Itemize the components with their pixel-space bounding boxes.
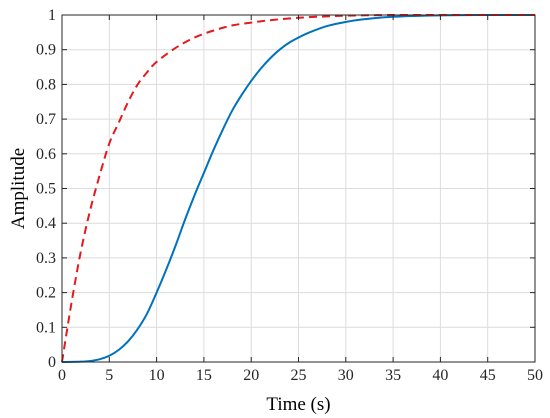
- series-layer: [61, 14, 535, 363]
- x-tick-label: 40: [432, 367, 448, 384]
- x-tick-label: 10: [149, 367, 165, 384]
- series-line-solid: [61, 14, 535, 363]
- y-axis-title: Amplitude: [8, 148, 29, 229]
- y-tick-label: 0.4: [36, 215, 56, 232]
- y-tick-label: 0.7: [36, 111, 56, 128]
- series-line-dashed: [61, 14, 535, 363]
- y-tick-label: 0.6: [36, 146, 56, 163]
- y-tick-label: 0.5: [36, 181, 56, 198]
- y-tick-label: 0.2: [36, 285, 56, 302]
- x-axis-title: Time (s): [266, 394, 330, 415]
- x-tick-label: 0: [58, 367, 66, 384]
- y-tick-label: 0.3: [36, 250, 56, 267]
- y-tick-label: 0.1: [36, 319, 56, 336]
- y-tick-label: 0.8: [36, 76, 56, 93]
- x-tick-label: 30: [338, 367, 354, 384]
- x-tick-label: 5: [105, 367, 113, 384]
- y-tick-label: 1: [48, 7, 56, 24]
- x-tick-label: 50: [527, 367, 543, 384]
- x-tick-label: 20: [243, 367, 259, 384]
- y-tick-label: 0: [48, 354, 56, 371]
- x-tick-label: 35: [385, 367, 401, 384]
- ticks: 0 5 10 15 20 25 30 35 40 45 50 0 0.1 0.2 0.3 0.4 0.5 0.6 0…: [36, 7, 543, 384]
- x-tick-label: 15: [196, 367, 212, 384]
- x-tick-label: 25: [291, 367, 307, 384]
- y-tick-label: 0.9: [36, 42, 56, 59]
- x-tick-label: 45: [480, 367, 496, 384]
